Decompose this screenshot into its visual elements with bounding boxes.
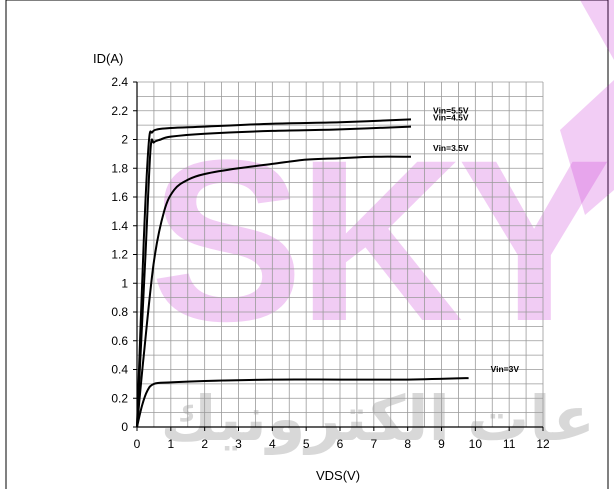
x-tick-label: 10	[469, 437, 483, 451]
x-tick-label: 1	[167, 437, 174, 451]
x-tick-label: 4	[269, 437, 276, 451]
y-tick-label: 1.4	[111, 219, 128, 233]
y-tick-label: 2	[121, 133, 128, 147]
watermark-arabic-text: عات الكترونيك	[161, 385, 595, 455]
y-tick-label: 1.2	[111, 248, 128, 262]
x-tick-label: 8	[404, 437, 411, 451]
y-axis-title: ID(A)	[93, 51, 123, 66]
series-line	[136, 118, 412, 428]
series-label: Vin=5.5V	[433, 105, 469, 115]
x-tick-label: 6	[337, 437, 344, 451]
series-label: Vin=4.5V	[433, 113, 469, 123]
y-tick-label: 0.4	[111, 363, 128, 377]
y-tick-labels: 0 0.2 0.4 0.6 0.8 1 1.2 1.4 1.6 1.8 2 2.2 2.4	[111, 75, 128, 434]
chart-grid	[136, 81, 544, 428]
watermark-right-shape	[560, 80, 614, 215]
series-line	[136, 155, 412, 428]
y-tick-label: 1	[121, 276, 128, 290]
chart-axes	[133, 81, 544, 431]
x-tick-label: 12	[536, 437, 550, 451]
x-tick-labels: 0 1 2 3 4 5 6 7 8 9 10 11 12	[134, 437, 550, 451]
x-tick-label: 5	[303, 437, 310, 451]
y-tick-label: 1.8	[111, 161, 128, 175]
watermark-corner-shape	[520, 0, 614, 60]
x-tick-label: 2	[201, 437, 208, 451]
series-label: Vin=3V	[491, 364, 520, 374]
y-tick-label: 0.6	[111, 334, 128, 348]
series-line	[136, 377, 469, 428]
series-line	[136, 125, 412, 428]
y-tick-label: 0.2	[111, 391, 128, 405]
x-axis-title: VDS(V)	[316, 468, 360, 483]
y-tick-label: 2.4	[111, 75, 128, 89]
y-tick-label: 2.2	[111, 104, 128, 118]
x-tick-label: 0	[134, 437, 141, 451]
x-tick-label: 11	[503, 437, 516, 451]
y-tick-label: 1.6	[111, 190, 128, 204]
chart-series	[136, 118, 469, 428]
x-tick-label: 3	[235, 437, 242, 451]
series-label: Vin=3.5V	[433, 143, 469, 153]
x-tick-label: 9	[438, 437, 445, 451]
y-tick-label: 0.8	[111, 305, 128, 319]
watermark: SKY عات الكترونيك	[150, 0, 614, 455]
y-tick-label: 0	[121, 420, 128, 434]
x-tick-label: 7	[370, 437, 377, 451]
